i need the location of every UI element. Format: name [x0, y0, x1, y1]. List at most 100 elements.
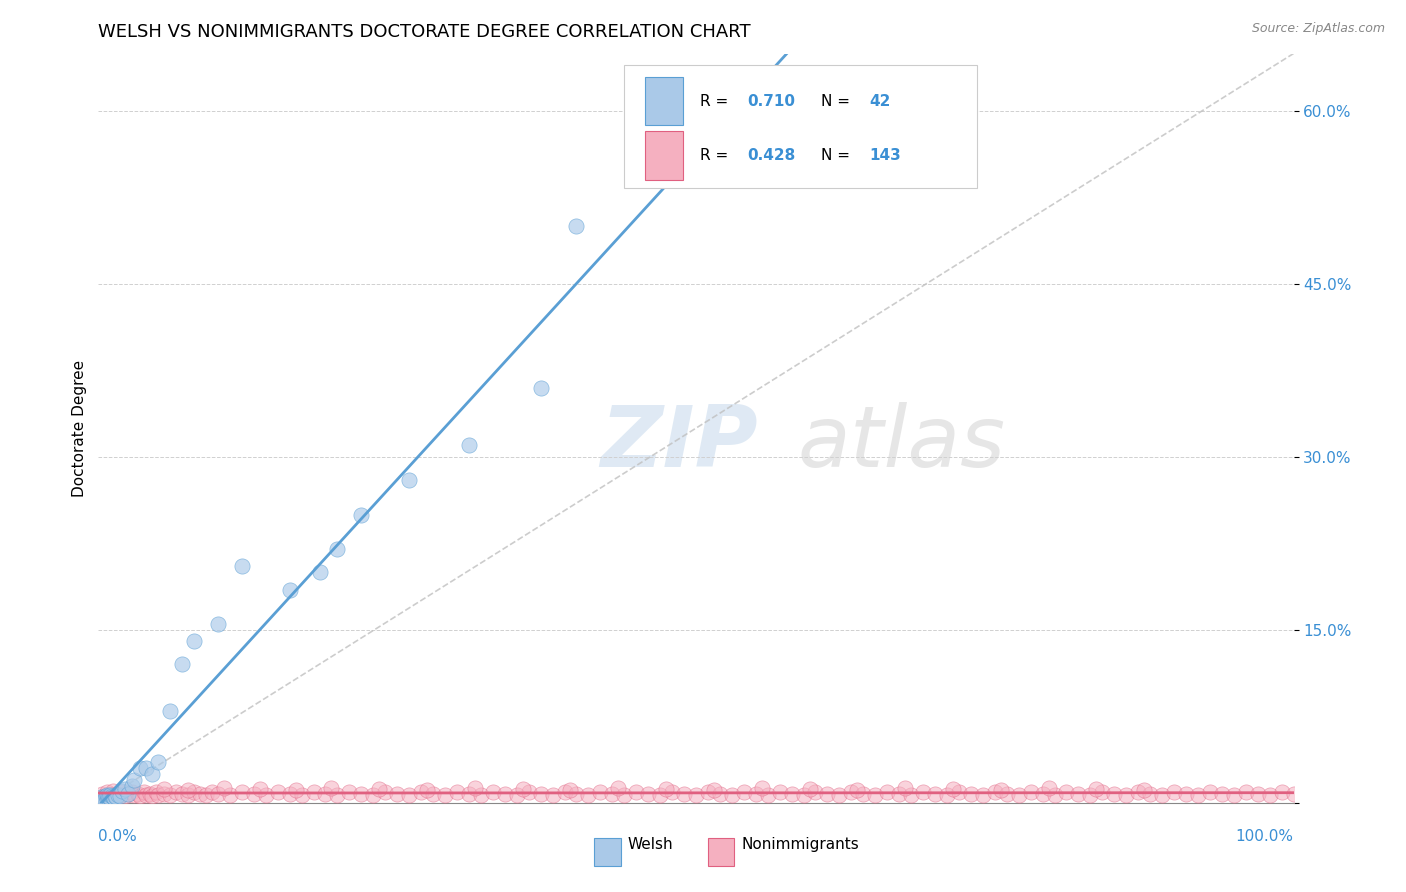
Point	[1067, 787, 1090, 801]
Point	[661, 785, 683, 799]
Point	[101, 784, 124, 798]
Point	[219, 788, 242, 802]
Point	[91, 787, 114, 801]
Point	[97, 791, 120, 805]
Point	[841, 785, 863, 799]
Point	[249, 781, 271, 796]
Text: 143: 143	[869, 148, 901, 163]
Point	[602, 787, 624, 801]
Point	[96, 792, 118, 806]
Point	[108, 789, 131, 803]
Point	[799, 781, 821, 796]
Point	[1091, 785, 1114, 799]
Point	[201, 785, 224, 799]
FancyBboxPatch shape	[644, 131, 683, 180]
Point	[703, 783, 725, 797]
Point	[135, 761, 157, 775]
Point	[1258, 788, 1281, 802]
Point	[212, 780, 235, 795]
Text: atlas: atlas	[797, 401, 1005, 484]
Point	[1139, 787, 1161, 801]
Point	[1128, 785, 1150, 799]
Point	[195, 788, 218, 802]
Point	[284, 783, 307, 797]
Text: Source: ZipAtlas.com: Source: ZipAtlas.com	[1251, 22, 1385, 36]
Point	[96, 788, 118, 802]
Point	[1085, 781, 1108, 796]
Point	[326, 788, 349, 802]
Point	[183, 634, 205, 648]
Point	[530, 787, 553, 801]
Point	[1019, 785, 1042, 799]
Point	[1223, 788, 1246, 802]
Point	[302, 785, 325, 799]
Point	[398, 473, 420, 487]
Point	[1056, 785, 1078, 799]
Point	[780, 787, 803, 801]
Point	[733, 785, 755, 799]
Point	[685, 788, 707, 802]
Point	[117, 787, 139, 801]
Point	[768, 785, 790, 799]
Point	[960, 787, 983, 801]
Point	[207, 617, 229, 632]
Point	[1038, 780, 1060, 795]
Point	[936, 788, 959, 802]
Point	[709, 787, 731, 801]
Point	[385, 787, 409, 801]
Point	[96, 785, 118, 799]
Point	[363, 788, 385, 802]
Point	[100, 789, 122, 803]
Point	[278, 582, 301, 597]
Point	[108, 788, 131, 802]
Text: WELSH VS NONIMMIGRANTS DOCTORATE DEGREE CORRELATION CHART: WELSH VS NONIMMIGRANTS DOCTORATE DEGREE …	[98, 23, 751, 41]
Point	[278, 787, 301, 801]
Point	[972, 788, 994, 802]
Text: 0.428: 0.428	[748, 148, 796, 163]
Point	[554, 785, 576, 799]
Point	[91, 792, 114, 806]
Text: 100.0%: 100.0%	[1236, 829, 1294, 844]
Point	[756, 788, 779, 802]
Point	[107, 788, 129, 802]
Point	[91, 791, 114, 805]
Point	[1115, 788, 1137, 802]
Point	[876, 785, 898, 799]
Point	[103, 791, 125, 805]
Point	[815, 787, 838, 801]
Point	[98, 788, 122, 802]
Point	[512, 781, 534, 796]
Point	[148, 788, 170, 802]
Point	[159, 704, 181, 718]
Point	[517, 785, 540, 799]
Point	[565, 787, 588, 801]
FancyBboxPatch shape	[624, 65, 977, 188]
Point	[177, 788, 200, 802]
Point	[111, 784, 134, 798]
Point	[121, 785, 143, 799]
Point	[177, 783, 200, 797]
Point	[153, 787, 176, 801]
Text: 0.710: 0.710	[748, 94, 796, 109]
Point	[506, 788, 529, 802]
Point	[98, 790, 121, 805]
Point	[942, 781, 965, 796]
Point	[1199, 785, 1222, 799]
Point	[1152, 788, 1174, 802]
Point	[894, 780, 917, 795]
Point	[804, 785, 827, 799]
Point	[1133, 783, 1156, 797]
Point	[828, 788, 851, 802]
Point	[321, 780, 343, 795]
Point	[470, 788, 492, 802]
Point	[231, 785, 253, 799]
Point	[188, 787, 211, 801]
Point	[231, 559, 253, 574]
Point	[101, 790, 124, 805]
Point	[578, 788, 600, 802]
Point	[948, 785, 970, 799]
Point	[1211, 787, 1233, 801]
Point	[172, 787, 194, 801]
Point	[422, 787, 444, 801]
Point	[560, 783, 582, 797]
